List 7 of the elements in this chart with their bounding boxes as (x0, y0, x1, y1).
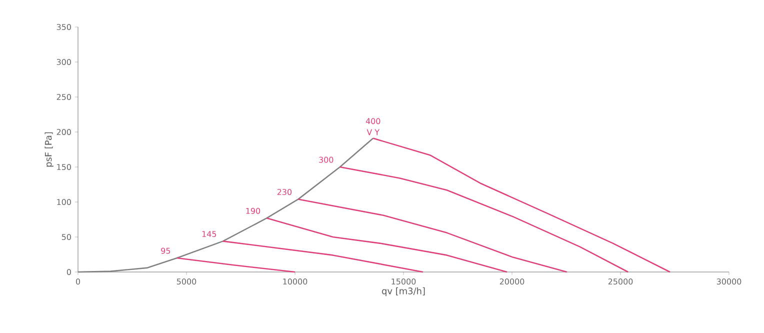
x-axis-title: qv [m3/h] (382, 287, 425, 296)
line-series (266, 217, 508, 273)
line-series (77, 138, 374, 273)
line-series (372, 138, 671, 273)
y-axis-title: psF [Pa] (44, 132, 54, 167)
line-series (339, 166, 629, 273)
line-series (298, 198, 568, 273)
